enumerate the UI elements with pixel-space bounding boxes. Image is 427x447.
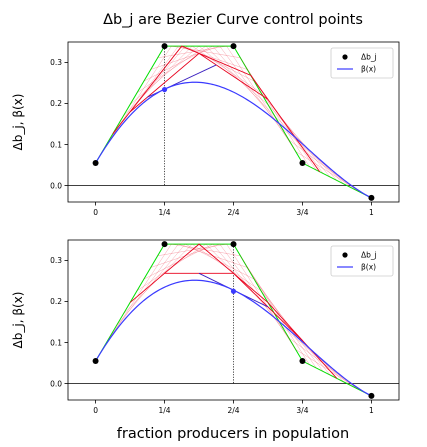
control-point — [230, 241, 237, 248]
control-point — [299, 358, 306, 365]
legend: Δb_j β(x) — [330, 245, 394, 277]
construction-fan — [109, 45, 317, 171]
construction-fan — [109, 243, 317, 369]
y-tick-label: 0.2 — [50, 297, 62, 306]
construction-level-1 — [112, 45, 321, 173]
y-axis-label: Δb_j, β(x) — [11, 94, 25, 151]
y-axis-label: Δb_j, β(x) — [11, 292, 25, 349]
control-point — [368, 194, 375, 201]
construction-fan — [129, 45, 338, 181]
x-tick-label: 0 — [93, 406, 98, 415]
bezier-curve — [95, 81, 372, 199]
plot-area — [68, 43, 399, 201]
y-tick-label: 0.0 — [50, 181, 62, 190]
control-point — [161, 241, 168, 248]
construction-fan — [122, 45, 331, 178]
construction-fan — [143, 45, 351, 188]
curve-point-marker — [161, 86, 168, 93]
construction-fan — [157, 45, 365, 195]
y-tick-label: 0.2 — [50, 99, 62, 108]
chart-panels: 0 1/4 2/4 3/4 1 0.0 0.1 0.2 0.3 Δb_j, β(x) Δb_j β(x… — [11, 41, 400, 415]
legend-label-curve: β(x) — [361, 263, 376, 272]
legend-marker-points — [342, 54, 348, 60]
curve-point-marker — [230, 288, 237, 294]
x-tick-label: 1 — [369, 406, 374, 415]
control-point — [230, 43, 237, 50]
control-point — [92, 160, 99, 167]
x-tick-label: 2/4 — [227, 208, 239, 217]
construction-fan — [116, 243, 324, 372]
x-tick-label: 0 — [93, 208, 98, 217]
legend-label-points: Δb_j — [361, 251, 377, 260]
y-tick-label: 0.1 — [50, 140, 62, 149]
construction-level-1 — [129, 243, 338, 379]
x-tick-label: 1 — [369, 208, 374, 217]
x-tick-label: 1/4 — [159, 208, 171, 217]
legend-label-points: Δb_j — [361, 53, 377, 62]
legend: Δb_j β(x) — [330, 47, 394, 79]
plot-area — [68, 241, 399, 399]
control-point — [368, 392, 375, 399]
construction-fan — [102, 45, 310, 167]
y-tick-label: 0.3 — [50, 58, 62, 67]
construction-fan — [116, 45, 324, 174]
chart-panel-1: 0 1/4 2/4 3/4 1 0.0 0.1 0.2 0.3 Δb_j, β(x) Δb_j β(x… — [11, 41, 400, 217]
legend-label-curve: β(x) — [361, 65, 376, 74]
legend-marker-points — [342, 252, 348, 258]
x-tick-label: 3/4 — [296, 406, 308, 415]
x-tick-label: 1/4 — [159, 406, 171, 415]
construction-fan — [129, 243, 338, 379]
figure-title: Δb_j are Bezier Curve control points — [103, 12, 363, 28]
x-axis-label: fraction producers in population — [117, 426, 349, 442]
control-point — [92, 358, 99, 365]
x-tick-label: 2/4 — [227, 406, 239, 415]
control-point — [161, 43, 168, 50]
chart-panel-2: 0 1/4 2/4 3/4 1 0.0 0.1 0.2 0.3 Δb_j, β(x) Δb_j β(x… — [11, 239, 400, 415]
construction-fan — [102, 243, 310, 365]
y-tick-label: 0.1 — [50, 338, 62, 347]
x-tick-label: 3/4 — [296, 208, 308, 217]
construction-level-2 — [129, 52, 269, 113]
y-tick-label: 0.3 — [50, 256, 62, 265]
construction-fan — [150, 45, 358, 192]
y-tick-label: 0.0 — [50, 379, 62, 388]
construction-level-2 — [164, 272, 303, 341]
control-point — [299, 160, 306, 167]
control-polygon — [95, 45, 372, 199]
